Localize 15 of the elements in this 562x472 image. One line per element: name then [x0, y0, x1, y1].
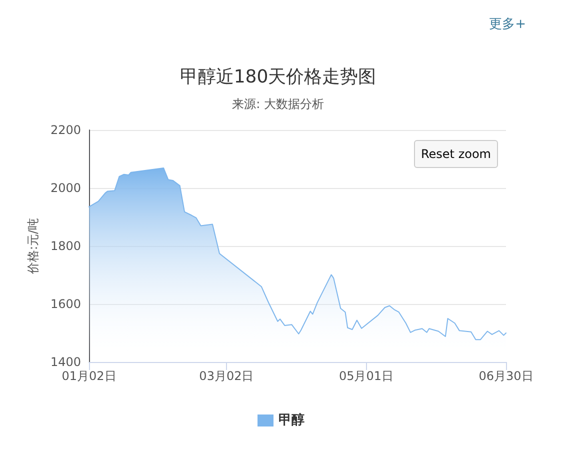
- y-tick-label: 1800: [50, 239, 81, 253]
- x-tick-label: 06月30日: [478, 369, 534, 383]
- y-tick-label: 1400: [50, 355, 81, 369]
- legend-label: 甲醇: [278, 412, 304, 428]
- y-tick-label: 2000: [50, 181, 81, 195]
- y-axis-title: 价格:元/吨: [26, 218, 40, 276]
- y-tick-label: 2200: [50, 123, 81, 137]
- x-tick-label: 05月01日: [338, 369, 394, 383]
- x-tick-label: 01月02日: [62, 369, 116, 383]
- chart-subtitle: 来源: 大数据分析: [232, 97, 324, 111]
- text: 更多+: [489, 17, 526, 32]
- x-tick-label: 03月02日: [199, 369, 254, 383]
- annotation: Reset zoom: [420, 147, 492, 161]
- chart-title: 甲醇近180天价格走势图: [180, 66, 376, 88]
- y-tick-label: 1600: [50, 297, 81, 311]
